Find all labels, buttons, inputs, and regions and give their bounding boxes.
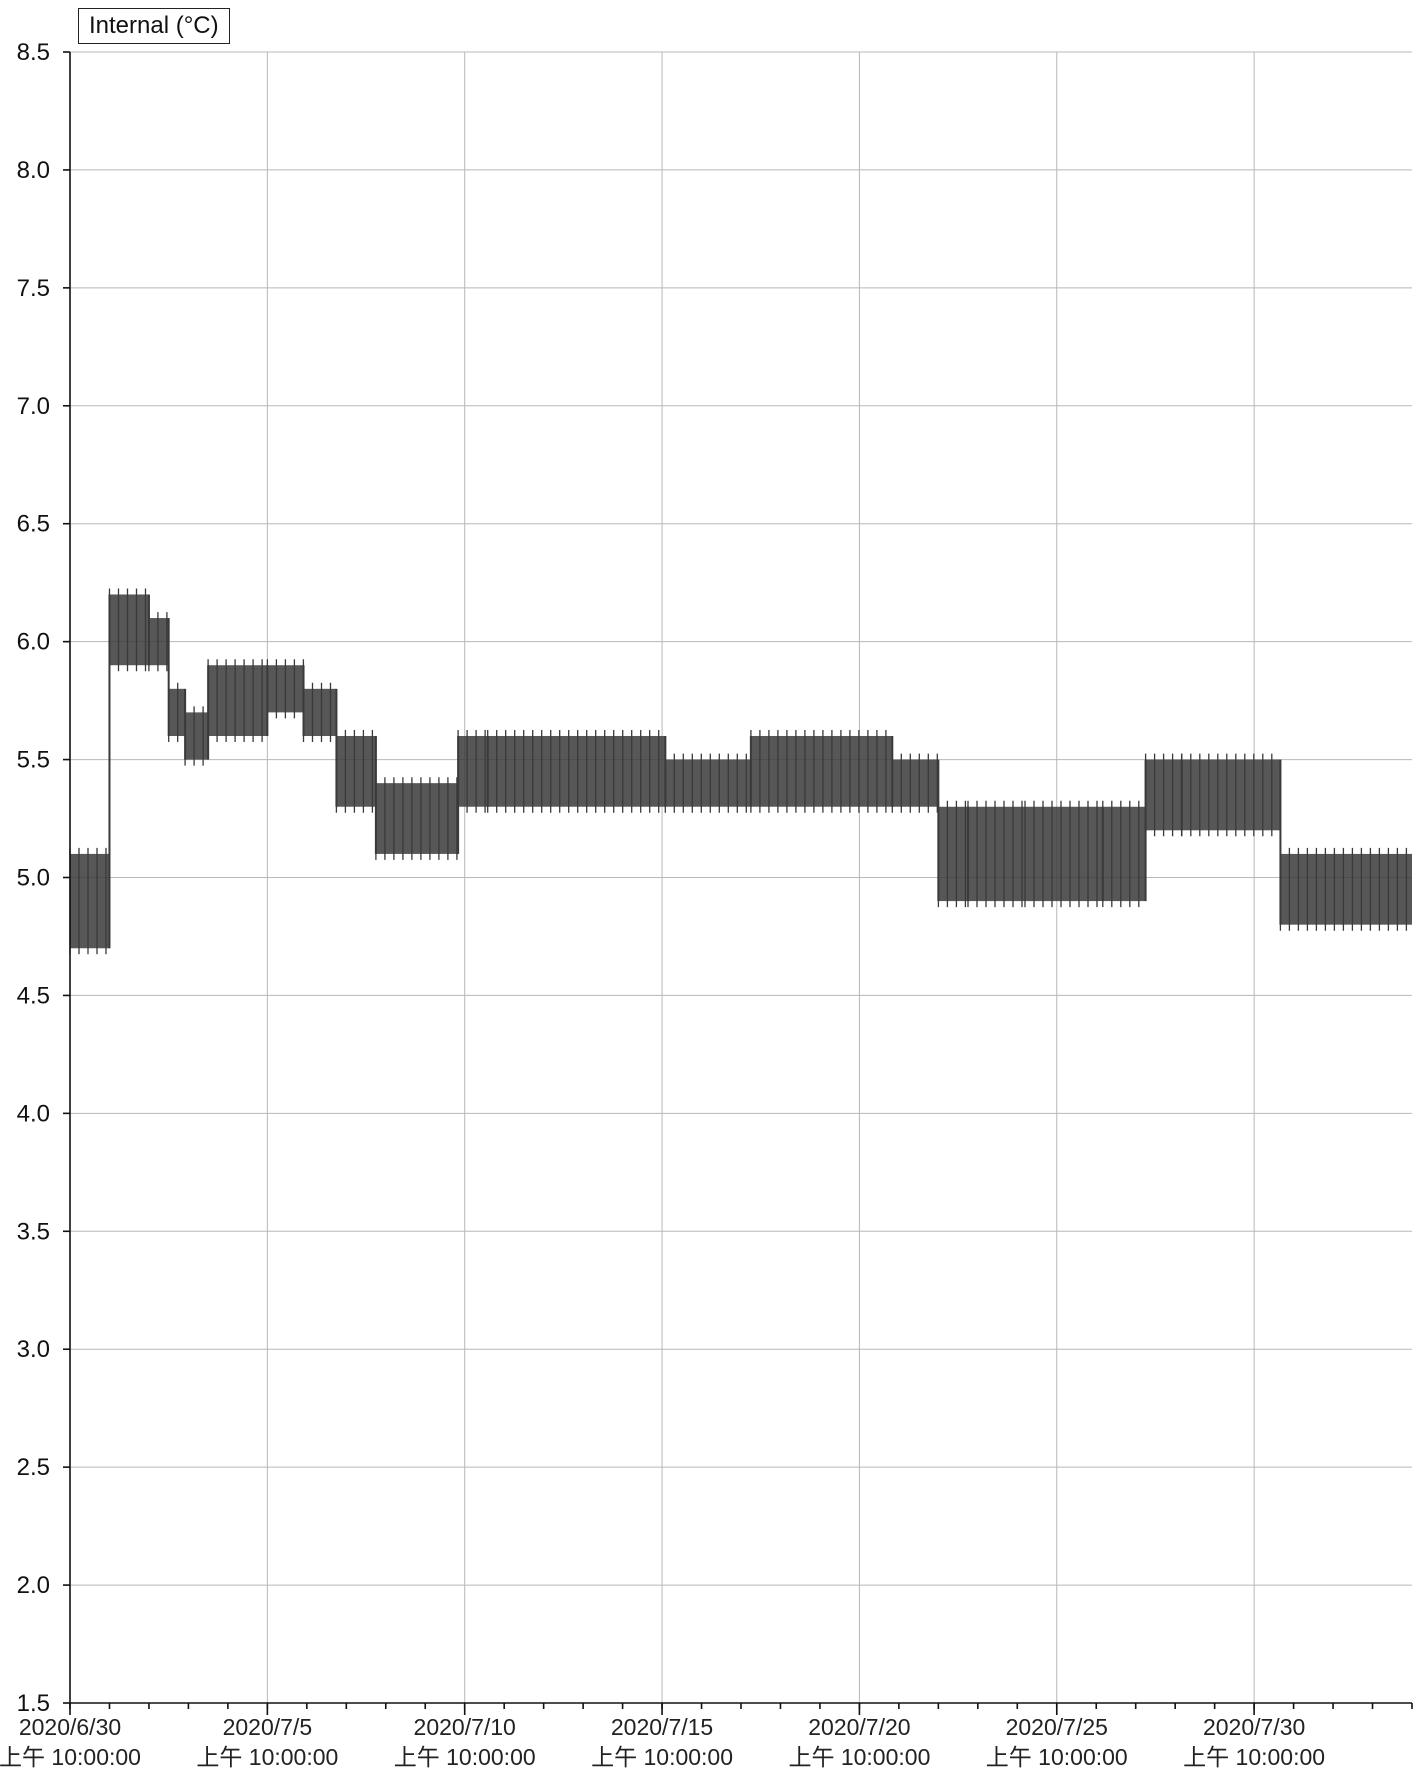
y-tick-label: 2.5	[17, 1454, 50, 1481]
series-band-segment	[185, 712, 209, 760]
y-tick-label: 3.5	[17, 1218, 50, 1245]
y-tick-label: 5.0	[17, 865, 50, 892]
y-tick-label: 2.0	[17, 1572, 50, 1599]
x-tick-date: 2020/6/30	[19, 1714, 121, 1740]
series-band-segment	[148, 618, 169, 666]
series-band-segment	[487, 735, 666, 807]
x-tick-time: 上午 10:00:00	[0, 1744, 141, 1770]
x-tick-date: 2020/7/20	[808, 1714, 910, 1740]
x-tick-date: 2020/7/5	[223, 1714, 313, 1740]
y-tick-label: 6.5	[17, 511, 50, 538]
x-tick-time: 上午 10:00:00	[986, 1744, 1128, 1770]
y-tick-label: 7.5	[17, 275, 50, 302]
x-tick-time: 上午 10:00:00	[1183, 1744, 1325, 1770]
series-band-segment	[892, 759, 939, 807]
series-band-segment	[938, 806, 968, 902]
series-band-segment	[70, 853, 110, 949]
series-band-segment	[665, 759, 751, 807]
series-band-segment	[303, 688, 337, 736]
series-band-segment	[208, 665, 268, 736]
x-tick-date: 2020/7/10	[414, 1714, 516, 1740]
x-tick-time: 上午 10:00:00	[788, 1744, 930, 1770]
y-tick-label: 7.0	[17, 393, 50, 420]
series-internal	[69, 588, 1412, 955]
y-tick-label: 8.0	[17, 157, 50, 184]
series-band-segment	[1280, 853, 1412, 925]
x-tick-time: 上午 10:00:00	[591, 1744, 733, 1770]
x-tick-date: 2020/7/25	[1006, 1714, 1108, 1740]
x-tick-time: 上午 10:00:00	[394, 1744, 536, 1770]
series-band-segment	[109, 594, 149, 666]
series-band-segment	[967, 806, 1103, 902]
x-tick-date: 2020/7/30	[1203, 1714, 1305, 1740]
y-tick-label: 4.0	[17, 1100, 50, 1127]
legend-label: Internal (°C)	[89, 12, 219, 39]
x-axis-ticks: 2020/6/30 上午 10:00:00 2020/7/5 上午 10:00:00 2…	[0, 1714, 1325, 1770]
y-tick-label: 3.0	[17, 1336, 50, 1363]
series-band-segment	[1181, 759, 1281, 831]
y-tick-label: 1.5	[17, 1690, 50, 1717]
y-tick-label: 8.5	[17, 39, 50, 66]
y-axis-ticks: 8.5 8.0 7.5 7.0 6.5 6.0 5.5 5.0 4.5 4.0 3.5 3.0 2.5 2…	[17, 39, 50, 1717]
x-tick-time: 上午 10:00:00	[196, 1744, 338, 1770]
y-tick-label: 4.5	[17, 982, 50, 1009]
x-tick-date: 2020/7/15	[611, 1714, 713, 1740]
series-band-segment	[375, 783, 459, 854]
series-band-segment	[750, 735, 893, 807]
legend-box: Internal (°C)	[78, 8, 230, 44]
gridlines	[69, 51, 1412, 1704]
series-band-segment	[458, 735, 488, 807]
series-band-segment	[336, 735, 376, 807]
axes	[63, 51, 1413, 1715]
y-tick-label: 5.5	[17, 747, 50, 774]
y-tick-label: 6.0	[17, 629, 50, 656]
series-band-segment	[168, 688, 186, 736]
